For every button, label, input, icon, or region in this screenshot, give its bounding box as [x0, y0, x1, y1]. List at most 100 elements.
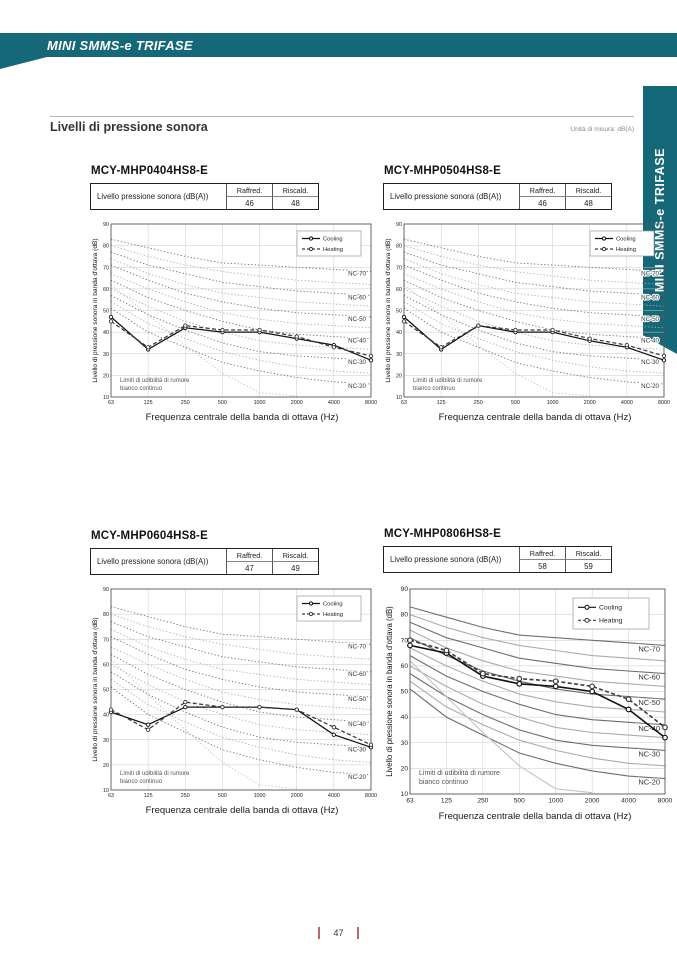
svg-text:20: 20 [103, 763, 109, 769]
svg-text:NC-30: NC-30 [348, 746, 366, 753]
section-rule [50, 116, 634, 117]
sound-pressure-chart: NC-70 NC-60 NC-50 NC-40 NC-30 NC-20 Limiti di … [385, 222, 670, 406]
svg-text:8000: 8000 [365, 400, 377, 406]
svg-text:60: 60 [401, 663, 409, 670]
page-number: 47 [333, 928, 344, 938]
svg-text:30: 30 [103, 738, 109, 744]
svg-text:Limiti di udibilità di rumore: Limiti di udibilità di rumore [120, 771, 190, 777]
svg-text:Limiti di udibilità di rumore: Limiti di udibilità di rumore [419, 770, 500, 777]
svg-text:Heating: Heating [323, 247, 343, 253]
svg-text:NC-20: NC-20 [641, 383, 659, 390]
side-tab: MINI SMMS-e TRIFASE [643, 86, 677, 354]
sound-pressure-chart: NC-70 NC-60 NC-50 NC-40 NC-30 NC-20 Limiti di … [92, 587, 377, 799]
table-header-heating: Riscald. [565, 184, 611, 197]
svg-text:250: 250 [474, 400, 483, 406]
table-value-cooling: 47 [226, 562, 272, 574]
unit-of-measure-note: Unità di misura: dB(A) [570, 126, 634, 133]
model-title: MCY-MHP0404HS8-E [91, 165, 208, 177]
table-header-heating: Riscald. [565, 547, 611, 560]
svg-text:NC-60: NC-60 [638, 673, 660, 682]
table-header-cooling: Raffred. [519, 547, 565, 560]
svg-text:NC-60: NC-60 [348, 294, 366, 301]
chart-block-mcy-mhp0504: MCY-MHP0504HS8-E Livello pressione sonor… [383, 165, 677, 423]
svg-text:60: 60 [103, 662, 109, 668]
footer-left-bar [318, 927, 321, 939]
svg-text:NC-50: NC-50 [641, 316, 659, 323]
svg-text:1000: 1000 [548, 798, 563, 805]
svg-text:NC-30: NC-30 [348, 359, 366, 366]
svg-text:2000: 2000 [585, 798, 600, 805]
svg-text:70: 70 [396, 265, 402, 271]
table-header-heating: Riscald. [272, 184, 318, 197]
header-band-notch [0, 57, 47, 69]
svg-text:60: 60 [103, 287, 109, 293]
svg-text:20: 20 [396, 373, 402, 379]
model-title: MCY-MHP0504HS8-E [384, 165, 501, 177]
chart-block-mcy-mhp0806: MCY-MHP0806HS8-E Livello pressione sonor… [383, 528, 677, 822]
svg-text:Cooling: Cooling [323, 237, 343, 243]
svg-text:NC-30: NC-30 [641, 359, 659, 366]
table-value-cooling: 46 [519, 197, 565, 209]
svg-text:250: 250 [181, 400, 190, 406]
svg-text:30: 30 [103, 352, 109, 358]
svg-text:90: 90 [103, 222, 109, 228]
svg-text:500: 500 [514, 798, 525, 805]
header-band-title: MINI SMMS-e TRIFASE [47, 37, 193, 53]
svg-text:90: 90 [103, 587, 109, 593]
svg-text:125: 125 [144, 400, 153, 406]
svg-text:4000: 4000 [621, 798, 636, 805]
svg-text:500: 500 [511, 400, 520, 406]
svg-text:NC-60: NC-60 [641, 294, 659, 301]
svg-text:70: 70 [401, 637, 409, 644]
svg-text:Livello di pressione sonora in: Livello di pressione sonora in banda d'o… [385, 238, 392, 382]
svg-text:40: 40 [396, 330, 402, 336]
svg-text:2000: 2000 [291, 400, 303, 406]
svg-text:NC-60: NC-60 [348, 671, 366, 678]
svg-text:50: 50 [103, 688, 109, 694]
svg-text:80: 80 [401, 612, 409, 619]
svg-text:NC-40: NC-40 [348, 338, 366, 345]
svg-text:8000: 8000 [658, 400, 670, 406]
svg-text:Livello di pressione sonora in: Livello di pressione sonora in banda d'o… [385, 606, 394, 777]
chart-block-mcy-mhp0404: MCY-MHP0404HS8-E Livello pressione sonor… [90, 165, 386, 423]
svg-text:Cooling: Cooling [616, 237, 636, 243]
x-axis-caption: Frequenza centrale della banda di ottava… [145, 805, 339, 816]
svg-text:NC-70: NC-70 [641, 271, 659, 278]
svg-text:NC-70: NC-70 [348, 271, 366, 278]
svg-text:125: 125 [144, 793, 153, 799]
svg-text:Livello di pressione sonora in: Livello di pressione sonora in banda d'o… [92, 617, 99, 761]
svg-text:40: 40 [103, 330, 109, 336]
svg-text:NC-70: NC-70 [348, 643, 366, 650]
svg-text:NC-20: NC-20 [348, 383, 366, 390]
sound-pressure-chart: NC-70 NC-60 NC-50 NC-40 NC-30 NC-20 Limiti di … [385, 586, 673, 805]
svg-text:500: 500 [218, 400, 227, 406]
svg-text:50: 50 [103, 309, 109, 315]
svg-text:NC-70: NC-70 [638, 644, 660, 653]
svg-text:10: 10 [396, 395, 402, 401]
svg-text:80: 80 [103, 612, 109, 618]
svg-text:Heating: Heating [599, 618, 623, 625]
svg-text:bianco continuo: bianco continuo [120, 779, 163, 785]
svg-text:50: 50 [396, 309, 402, 315]
svg-text:63: 63 [401, 400, 407, 406]
table-value-cooling: 58 [519, 560, 565, 572]
svg-text:90: 90 [396, 222, 402, 228]
x-axis-caption: Frequenza centrale della banda di ottava… [438, 811, 632, 822]
svg-text:63: 63 [108, 793, 114, 799]
svg-text:10: 10 [103, 395, 109, 401]
table-value-heating: 59 [565, 560, 611, 572]
table-value-heating: 48 [272, 197, 318, 209]
svg-text:NC-40: NC-40 [641, 338, 659, 345]
sound-pressure-chart: NC-70 NC-60 NC-50 NC-40 NC-30 NC-20 Limiti di … [92, 222, 377, 406]
table-header-heating: Riscald. [272, 549, 318, 562]
svg-text:Cooling: Cooling [323, 602, 343, 608]
table-row-label: Livello pressione sonora (dB(A)) [97, 192, 209, 201]
svg-text:30: 30 [401, 740, 409, 747]
chart-block-mcy-mhp0604: MCY-MHP0604HS8-E Livello pressione sonor… [90, 530, 386, 816]
table-value-cooling: 46 [226, 197, 272, 209]
svg-text:80: 80 [396, 244, 402, 250]
x-axis-caption: Frequenza centrale della banda di ottava… [438, 412, 632, 423]
svg-text:10: 10 [401, 791, 409, 798]
svg-text:63: 63 [406, 798, 414, 805]
